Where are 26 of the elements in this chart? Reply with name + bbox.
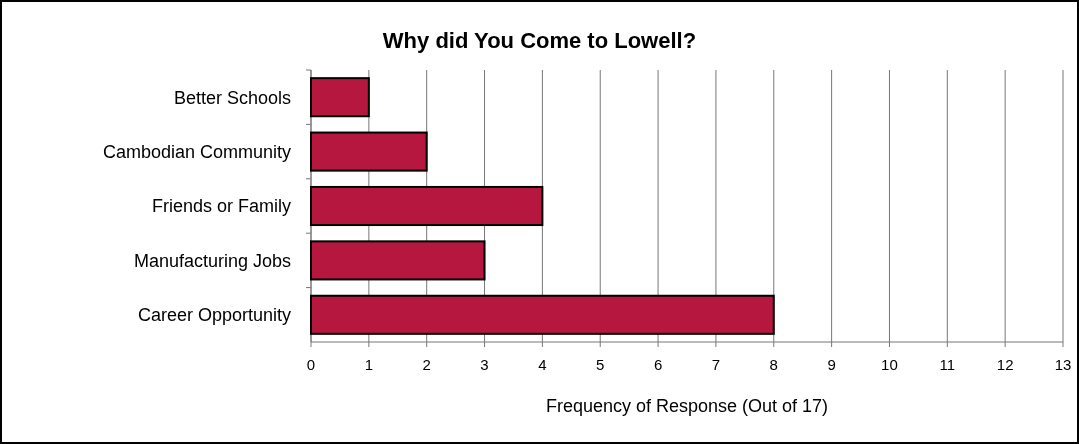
y-tick-label: Cambodian Community bbox=[102, 141, 291, 162]
x-tick-label: 3 bbox=[480, 356, 489, 373]
y-tick-label: Friends or Family bbox=[151, 196, 291, 217]
x-tick-label: 12 bbox=[996, 356, 1014, 373]
x-tick-label: 13 bbox=[1054, 356, 1072, 373]
x-tick-label: 11 bbox=[939, 356, 956, 373]
x-tick-label: 7 bbox=[711, 356, 721, 373]
y-tick-label: Career Opportunity bbox=[137, 305, 291, 326]
x-tick-label: 5 bbox=[596, 356, 605, 373]
y-tick-label: Better Schools bbox=[173, 87, 291, 108]
x-tick-label: 9 bbox=[827, 356, 836, 373]
bar bbox=[310, 240, 486, 281]
chart-title: Why did You Come to Lowell? bbox=[382, 28, 697, 53]
x-tick-label: 8 bbox=[769, 356, 778, 373]
y-tick-label: Manufacturing Jobs bbox=[133, 250, 291, 271]
x-axis-title: Frequency of Response (Out of 17) bbox=[545, 396, 829, 416]
x-tick-label: 1 bbox=[364, 356, 374, 373]
x-tick-label: 10 bbox=[881, 356, 898, 373]
x-tick-label: 4 bbox=[538, 356, 547, 373]
x-tick-label: 0 bbox=[306, 356, 316, 373]
x-tick-label: 2 bbox=[422, 356, 431, 373]
bar bbox=[310, 294, 775, 335]
x-tick-label: 6 bbox=[653, 356, 663, 373]
bar bbox=[310, 77, 370, 118]
bar bbox=[310, 131, 428, 172]
bar bbox=[310, 185, 544, 227]
